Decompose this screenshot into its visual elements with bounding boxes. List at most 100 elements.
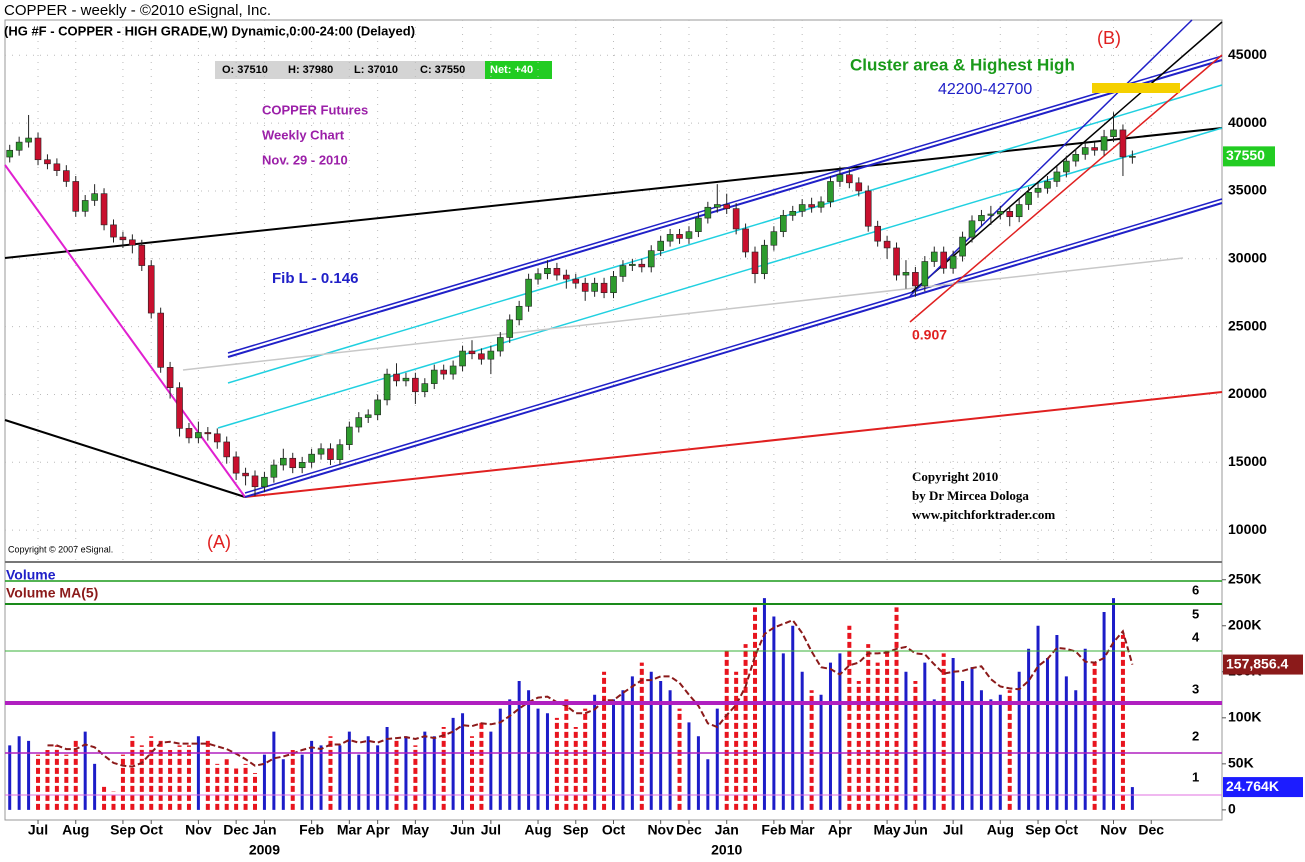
candle-body bbox=[996, 211, 1004, 215]
candle-body bbox=[298, 462, 306, 469]
quote-close: C: 37550 bbox=[420, 64, 465, 76]
x-tick-label: Oct bbox=[140, 822, 164, 838]
candle-body bbox=[723, 204, 731, 209]
candle-body bbox=[138, 244, 146, 266]
x-tick-label: Oct bbox=[602, 822, 626, 838]
candle-body bbox=[63, 170, 70, 182]
legend-ma: Volume MA(5) bbox=[6, 585, 98, 601]
x-tick-label: Oct bbox=[1055, 822, 1079, 838]
last-price-label: 37550 bbox=[1226, 147, 1265, 163]
candle-body bbox=[902, 272, 910, 276]
candle-body bbox=[987, 213, 995, 216]
level-label: 3 bbox=[1192, 681, 1199, 696]
candle-body bbox=[591, 282, 598, 292]
candle-body bbox=[223, 441, 231, 458]
candle-body bbox=[280, 457, 287, 466]
candle-body bbox=[676, 234, 683, 239]
candle-body bbox=[91, 193, 98, 201]
candle-body bbox=[129, 239, 136, 246]
candle-body bbox=[534, 273, 542, 280]
y-tick-label: 0 bbox=[1228, 801, 1236, 817]
candle-body bbox=[242, 472, 249, 477]
candle-body bbox=[346, 426, 353, 445]
candle-body bbox=[100, 193, 108, 226]
x-tick-label: Nov bbox=[185, 822, 212, 838]
x-tick-label: Apr bbox=[366, 822, 391, 838]
candle-body bbox=[308, 453, 315, 463]
candle-body bbox=[629, 263, 636, 266]
candle-body bbox=[1015, 204, 1023, 218]
candle-body bbox=[478, 353, 485, 360]
tool-line bbox=[909, 19, 1193, 297]
candle-body bbox=[487, 350, 495, 360]
candle-body bbox=[185, 428, 193, 439]
x-tick-label: Sep bbox=[110, 822, 136, 838]
candle-body bbox=[166, 367, 174, 388]
candle-body bbox=[544, 267, 551, 275]
quote-box: O: 37510 H: 37980 L: 37010 C: 37550 Net:… bbox=[215, 61, 552, 79]
fib-label: Fib L - 0.146 bbox=[272, 270, 358, 287]
title-line: Nov. 29 - 2010 bbox=[262, 152, 348, 167]
candle-body bbox=[959, 236, 966, 257]
tool-line bbox=[244, 391, 1223, 498]
candle-body bbox=[317, 448, 325, 455]
candle-body bbox=[761, 244, 768, 275]
y-tick-label: 40000 bbox=[1228, 114, 1267, 130]
candle-body bbox=[1119, 129, 1127, 158]
tool-line bbox=[4, 164, 246, 498]
y-tick-label: 25000 bbox=[1228, 317, 1267, 333]
candle-body bbox=[1091, 147, 1098, 151]
candle-body bbox=[383, 373, 391, 401]
net-bg bbox=[485, 61, 552, 79]
candle-body bbox=[72, 181, 80, 212]
tool-line bbox=[182, 257, 1184, 371]
y-tick-label: 100K bbox=[1228, 709, 1261, 725]
x-tick-label: Nov bbox=[647, 822, 674, 838]
tool-line bbox=[244, 198, 1223, 494]
candle-body bbox=[157, 312, 164, 368]
candle-body bbox=[619, 265, 627, 277]
candle-body bbox=[968, 220, 976, 238]
candle-body bbox=[780, 215, 787, 232]
last-value-bg bbox=[1223, 654, 1303, 675]
candle-body bbox=[430, 369, 438, 384]
x-tick-label: Sep bbox=[1025, 822, 1051, 838]
candle-body bbox=[563, 274, 570, 280]
x-tick-label: May bbox=[402, 822, 429, 838]
candle-body bbox=[6, 149, 14, 158]
candle-body bbox=[15, 141, 23, 151]
copyright: Copyright 2010 by Dr Mircea Dologa www.p… bbox=[912, 469, 1055, 522]
candle-body bbox=[912, 272, 919, 287]
candle-body bbox=[638, 263, 646, 268]
candle-body bbox=[600, 282, 608, 294]
candle-body bbox=[1006, 211, 1014, 218]
candle-body bbox=[855, 182, 863, 192]
tool-line bbox=[4, 419, 246, 498]
candle-body bbox=[685, 231, 693, 239]
candle-body bbox=[204, 432, 212, 435]
title-line: COPPER Futures bbox=[262, 102, 368, 117]
candle-body bbox=[817, 201, 825, 208]
x-tick-label: Mar bbox=[790, 822, 815, 838]
candle-body bbox=[572, 278, 580, 284]
candle-body bbox=[1053, 171, 1061, 182]
candle-body bbox=[808, 204, 815, 208]
last-value-label: 157,856.4 bbox=[1226, 655, 1288, 671]
candle-body bbox=[940, 251, 947, 269]
candle-body bbox=[647, 250, 655, 268]
point-a: (A) bbox=[207, 532, 231, 552]
candle-body bbox=[789, 211, 797, 216]
header-title: COPPER - weekly - ©2010 eSignal, Inc. bbox=[4, 2, 271, 19]
candle-body bbox=[393, 373, 400, 382]
level-label: 1 bbox=[1192, 769, 1199, 784]
candle-body bbox=[1110, 129, 1117, 137]
candle-body bbox=[553, 267, 561, 276]
x-tick-label: Jan bbox=[715, 822, 739, 838]
candle-body bbox=[364, 414, 372, 418]
title-line: Weekly Chart bbox=[262, 127, 345, 142]
x-tick-label: Nov bbox=[1100, 822, 1127, 838]
x-tick-label: Feb bbox=[761, 822, 786, 838]
candle-body bbox=[581, 282, 589, 292]
x-year-label: 2009 bbox=[249, 842, 280, 858]
legend-volume: Volume bbox=[6, 567, 56, 583]
